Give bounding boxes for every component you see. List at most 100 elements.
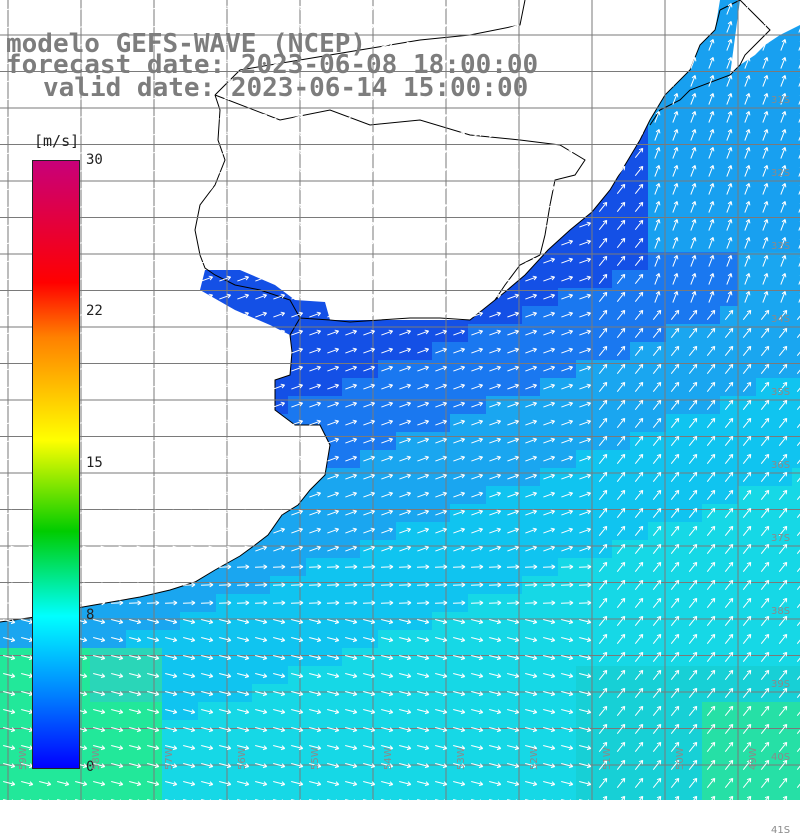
wind-speed-cell: [756, 270, 775, 289]
wind-speed-cell: [648, 738, 667, 757]
wind-speed-cell: [720, 576, 739, 595]
wind-speed-cell: [612, 648, 631, 667]
wind-speed-cell: [594, 774, 613, 793]
wind-speed-cell: [450, 522, 469, 541]
wind-speed-cell: [792, 792, 800, 800]
wind-speed-cell: [630, 522, 649, 541]
wind-speed-cell: [702, 180, 721, 199]
wind-speed-cell: [792, 126, 800, 145]
wind-speed-cell: [486, 504, 505, 523]
wind-speed-cell: [360, 396, 379, 415]
wind-speed-cell: [540, 792, 559, 800]
wind-speed-cell: [792, 414, 800, 433]
wind-speed-cell: [666, 792, 685, 800]
wind-speed-cell: [306, 342, 325, 361]
wind-speed-cell: [666, 486, 685, 505]
wind-speed-cell: [684, 504, 703, 523]
wind-speed-cell: [396, 414, 415, 433]
wind-speed-cell: [792, 270, 800, 289]
wind-speed-cell: [702, 648, 721, 667]
wind-speed-cell: [504, 306, 523, 325]
wind-speed-cell: [558, 432, 577, 451]
longitude-label: 58W: [91, 747, 102, 770]
wind-speed-cell: [702, 594, 721, 613]
wind-speed-cell: [324, 414, 343, 433]
wind-speed-cell: [342, 576, 361, 595]
wind-speed-cell: [702, 54, 721, 73]
wind-speed-cell: [612, 504, 631, 523]
wind-speed-cell: [234, 594, 253, 613]
wind-speed-cell: [738, 558, 757, 577]
wind-speed-cell: [36, 792, 55, 800]
wind-speed-cell: [684, 108, 703, 127]
wind-speed-cell: [216, 576, 235, 595]
wind-speed-cell: [270, 540, 289, 559]
wind-speed-cell: [396, 486, 415, 505]
wind-speed-cell: [756, 216, 775, 235]
wind-speed-cell: [594, 504, 613, 523]
wind-speed-cell: [756, 432, 775, 451]
wind-speed-cell: [666, 396, 685, 415]
wind-speed-cell: [414, 432, 433, 451]
longitude-label: 52W: [529, 747, 540, 770]
wind-speed-cell: [450, 540, 469, 559]
wind-speed-cell: [630, 180, 649, 199]
wind-speed-cell: [648, 252, 667, 271]
wind-speed-cell: [648, 702, 667, 721]
wind-speed-cell: [684, 648, 703, 667]
wind-speed-cell: [504, 558, 523, 577]
wind-speed-cell: [630, 396, 649, 415]
wind-speed-cell: [612, 738, 631, 757]
wind-speed-cell: [126, 792, 145, 800]
wind-speed-cell: [648, 684, 667, 703]
wind-speed-cell: [594, 594, 613, 613]
wind-speed-cell: [450, 504, 469, 523]
wind-speed-cell: [702, 792, 721, 800]
wind-speed-cell: [756, 126, 775, 145]
wind-speed-cell: [756, 360, 775, 379]
wind-speed-cell: [720, 684, 739, 703]
wind-speed-cell: [630, 594, 649, 613]
wind-speed-cell: [630, 162, 649, 181]
wind-speed-cell: [612, 558, 631, 577]
wind-speed-cell: [702, 702, 721, 721]
wind-speed-cell: [666, 432, 685, 451]
wind-speed-cell: [450, 486, 469, 505]
wind-speed-cell: [684, 234, 703, 253]
wind-speed-cell: [720, 774, 739, 793]
wind-speed-cell: [522, 558, 541, 577]
wind-speed-cell: [702, 198, 721, 217]
wind-speed-cell: [756, 576, 775, 595]
wind-speed-cell: [342, 594, 361, 613]
wind-speed-cell: [396, 792, 415, 800]
wind-speed-cell: [486, 432, 505, 451]
wind-speed-cell: [774, 792, 793, 800]
wind-speed-cell: [720, 162, 739, 181]
wind-speed-cell: [756, 774, 775, 793]
wind-speed-cell: [684, 450, 703, 469]
wind-speed-cell: [450, 576, 469, 595]
wind-speed-cell: [630, 792, 649, 800]
wind-speed-cell: [594, 378, 613, 397]
wind-speed-cell: [720, 198, 739, 217]
wind-speed-cell: [738, 216, 757, 235]
wind-speed-cell: [450, 378, 469, 397]
wind-speed-cell: [792, 774, 800, 793]
wind-speed-cell: [630, 450, 649, 469]
wind-speed-cell: [702, 126, 721, 145]
wind-speed-cell: [288, 792, 307, 800]
wind-speed-cell: [792, 162, 800, 181]
wind-speed-cell: [306, 558, 325, 577]
wind-speed-cell: [792, 234, 800, 253]
wind-speed-cell: [684, 342, 703, 361]
wind-speed-cell: [738, 432, 757, 451]
wind-speed-cell: [306, 594, 325, 613]
wind-speed-cell: [450, 594, 469, 613]
latitude-label: 38S: [771, 606, 790, 617]
wind-speed-cell: [378, 342, 397, 361]
wind-speed-cell: [162, 594, 181, 613]
wind-speed-cell: [774, 630, 793, 649]
wind-speed-cell: [414, 450, 433, 469]
wind-speed-cell: [558, 558, 577, 577]
wind-speed-cell: [666, 666, 685, 685]
